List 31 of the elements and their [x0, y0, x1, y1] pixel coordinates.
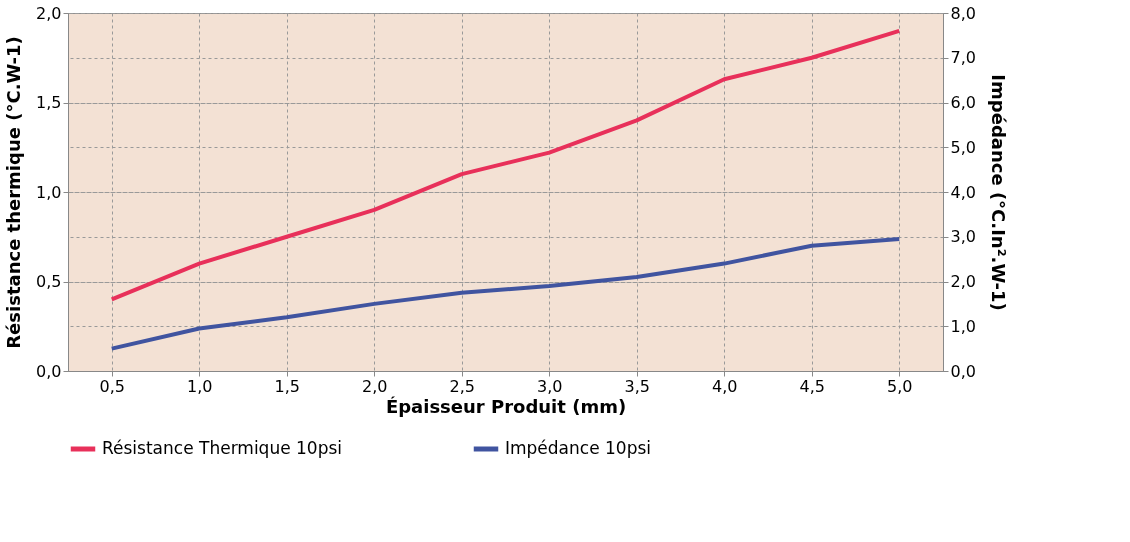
x-tick-label: 0,5 — [99, 376, 125, 396]
y-tick-label: 0,5 — [36, 272, 62, 291]
x-tick-label: 1,5 — [274, 376, 300, 396]
y2-tick-label: 6,0 — [950, 93, 976, 112]
x-tick-label: 5,0 — [887, 376, 913, 396]
y-tick-label: 0,0 — [36, 361, 62, 381]
y2-tick-label: 3,0 — [950, 227, 976, 247]
x-tick-label: 2,0 — [362, 376, 388, 396]
legend-label: Impédance 10psi — [505, 438, 652, 458]
y-tick-label: 1,0 — [36, 182, 62, 202]
x-tick-label: 1,0 — [187, 376, 213, 396]
y2-tick-label: 8,0 — [950, 3, 976, 23]
y2-tick-label: 7,0 — [950, 48, 976, 68]
x-tick-label: 3,5 — [624, 376, 650, 396]
y-axis-title: Résistance thermique (°C.W-1) — [3, 36, 25, 349]
y2-tick-label: 0,0 — [950, 361, 976, 381]
y2-tick-label: 4,0 — [950, 182, 976, 202]
y-tick-label: 1,5 — [36, 93, 62, 112]
legend-label: Résistance Thermique 10psi — [102, 438, 343, 458]
x-tick-label: 4,5 — [799, 376, 825, 396]
x-tick-label: 2,5 — [449, 376, 475, 396]
x-axis-title: Épaisseur Produit (mm) — [385, 395, 627, 417]
line-series — [109, 236, 902, 351]
x-tick-label: 4,0 — [712, 376, 738, 396]
line-series — [109, 28, 902, 302]
y2-tick-label: 5,0 — [950, 137, 976, 157]
y-tick-label: 2,0 — [36, 3, 62, 23]
y2-axis-title: Impédance (°C.In².W-1) — [987, 74, 1009, 311]
y2-tick-label: 1,0 — [950, 316, 976, 336]
x-tick-label: 3,0 — [537, 376, 563, 396]
y2-tick-label: 2,0 — [950, 272, 976, 291]
